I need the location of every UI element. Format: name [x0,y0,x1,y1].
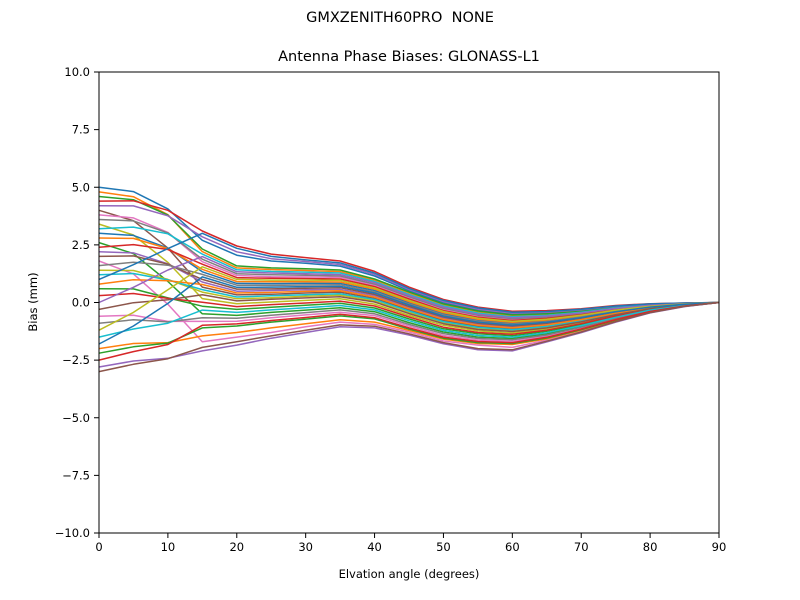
series-line-bias-28 [98,301,720,341]
x-tick-label: 30 [298,540,313,554]
y-tick-label: 0.0 [72,296,90,310]
y-tick-label: −2.5 [62,353,90,367]
y-tick-label: −5.0 [62,411,90,425]
x-tick-label: 80 [643,540,658,554]
series-line-bias-22 [98,278,720,329]
y-tick-label: −10.0 [55,526,90,540]
x-tick-label: 40 [367,540,382,554]
series-line-bias-26 [98,293,720,333]
y-tick-label: 5.0 [72,180,90,194]
series-line-bias-21 [98,232,720,313]
x-tick-label: 50 [436,540,451,554]
x-axis-label: Elvation angle (degrees) [339,567,480,581]
axes-layer: 0 10 20 30 40 50 60 70 80 90 −10.0 −7.5 −5.0 −2.5 0.0 2… [55,65,727,554]
x-tick-label: 90 [712,540,727,554]
y-axis-label: Bias (mm) [26,272,40,331]
series-line-bias-34 [98,301,720,361]
series-line-bias-36 [98,301,720,373]
series-line-bias-29 [98,266,720,331]
y-tick-label: 7.5 [72,123,90,137]
x-tick-label: 10 [161,540,176,554]
y-tick-label: 10.0 [64,65,90,79]
y-tick-label: −7.5 [62,468,90,482]
series-line-bias-24 [98,292,720,336]
x-tick-label: 0 [95,540,102,554]
axes-title: Antenna Phase Biases: GLONASS-L1 [278,49,540,65]
figure-title: GMXZENITH60PRO NONE [306,10,494,26]
x-tick-label: 70 [574,540,589,554]
series-line-bias-30 [98,301,720,338]
series-line-bias-25 [98,255,720,319]
y-tick-label: 2.5 [72,238,90,252]
x-tick-label: 20 [229,540,244,554]
series-line-bias-31 [98,276,720,345]
x-tick-label: 60 [505,540,520,554]
series-layer [98,186,720,373]
